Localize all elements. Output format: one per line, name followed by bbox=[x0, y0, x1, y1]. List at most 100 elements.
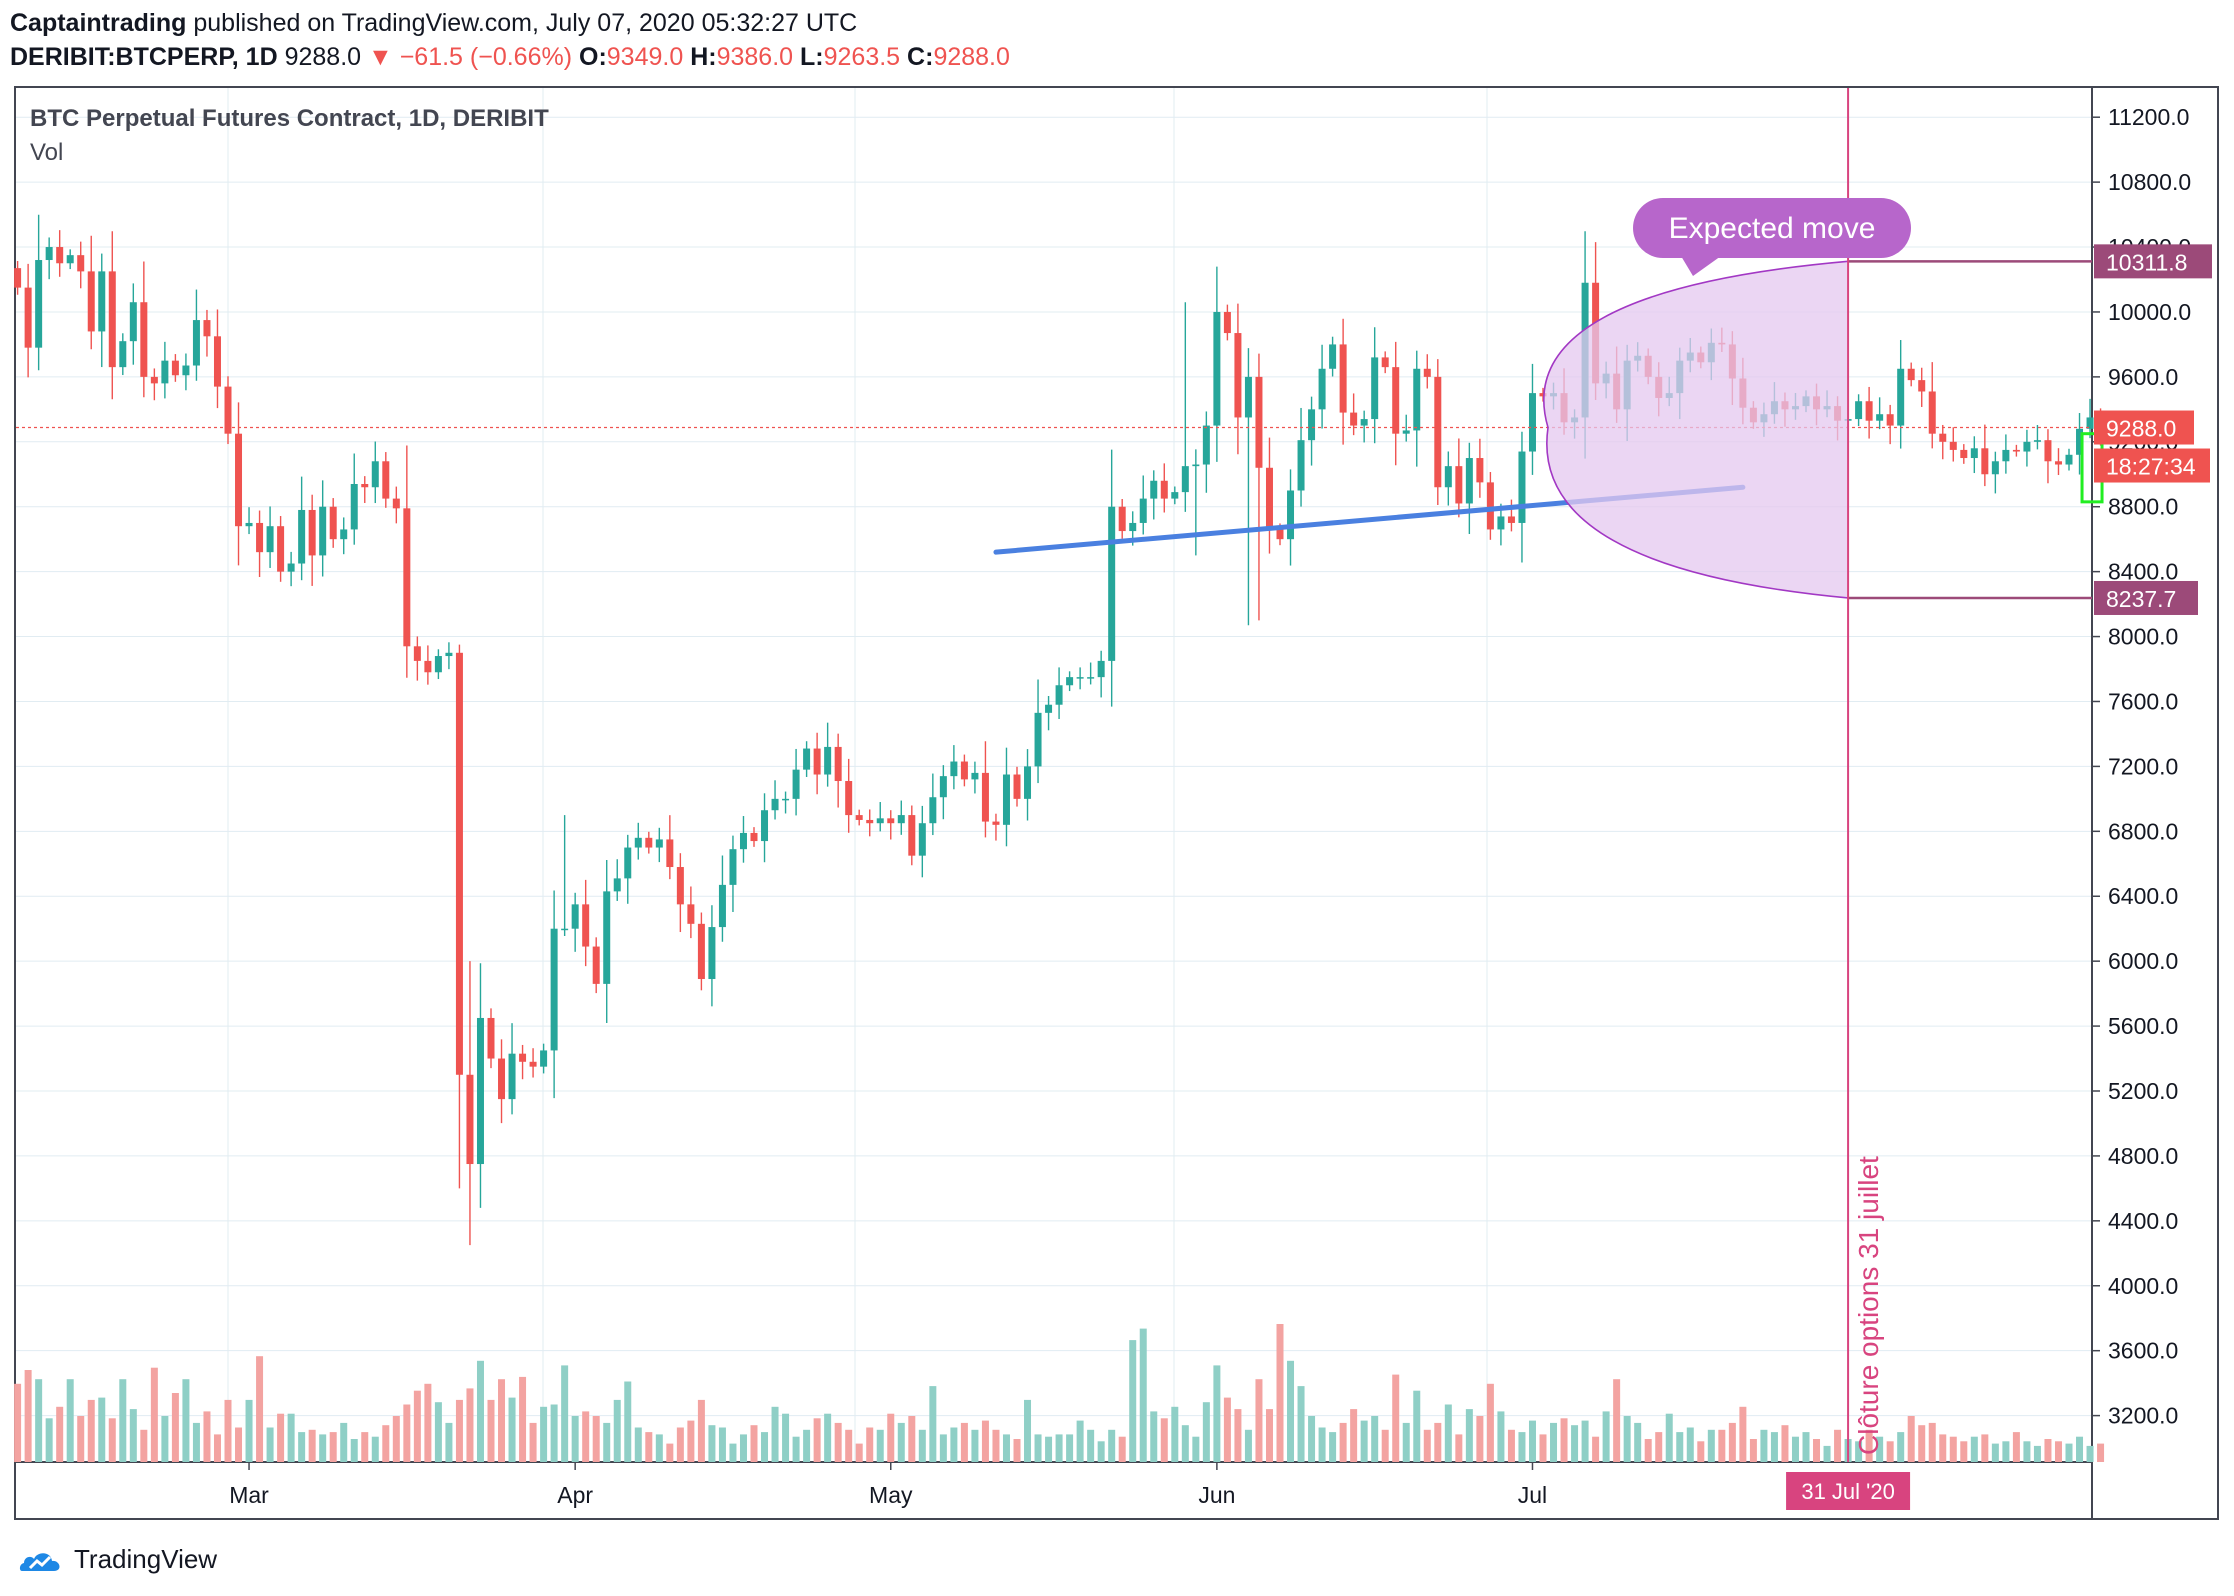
candle-body bbox=[834, 746, 842, 782]
volume-bar bbox=[729, 1443, 737, 1462]
volume-bar bbox=[1960, 1441, 1968, 1462]
target-date-bg bbox=[1786, 1472, 1911, 1510]
candle-body bbox=[277, 526, 285, 572]
close-value: 9288.0 bbox=[933, 43, 1010, 71]
candle-body bbox=[1371, 357, 1379, 420]
volume-bar bbox=[87, 1399, 95, 1462]
x-tick-label: Jun bbox=[1198, 1482, 1235, 1508]
candle-body bbox=[140, 302, 148, 377]
symbol: DERIBIT:BTCPERP, 1D bbox=[10, 43, 278, 71]
volume-bar bbox=[592, 1416, 600, 1462]
volume-bar bbox=[1034, 1434, 1042, 1462]
volume-bar bbox=[1528, 1420, 1536, 1462]
volume-bar bbox=[1108, 1429, 1116, 1462]
volume-bar bbox=[2012, 1432, 2020, 1462]
candle-body bbox=[182, 365, 190, 376]
volume-bar bbox=[1697, 1441, 1705, 1462]
y-tick-label: 5600.0 bbox=[2108, 1013, 2178, 1039]
candle-body bbox=[718, 884, 726, 928]
volume-bar bbox=[887, 1413, 895, 1462]
high-value: 9386.0 bbox=[716, 43, 794, 71]
volume-bar bbox=[645, 1432, 653, 1462]
symbol-line: DERIBIT:BTCPERP, 1D 9288.0 ▼ −61.5 (−0.6… bbox=[10, 40, 1010, 74]
candle-body bbox=[887, 818, 895, 824]
candle-body bbox=[2033, 440, 2041, 442]
volume-bar bbox=[361, 1432, 369, 1462]
candle-body bbox=[445, 652, 453, 657]
candle-body bbox=[1108, 506, 1116, 661]
volume-bar bbox=[1329, 1432, 1337, 1462]
volume-bar bbox=[1223, 1397, 1231, 1462]
volume-bar bbox=[634, 1427, 642, 1462]
volume-bar bbox=[1918, 1425, 1926, 1462]
candle-body bbox=[1402, 430, 1410, 434]
volume-bar bbox=[1592, 1436, 1600, 1462]
volume-bar bbox=[1507, 1429, 1515, 1462]
candle-body bbox=[1076, 677, 1084, 679]
volume-bar bbox=[1581, 1420, 1589, 1462]
legend-volume[interactable]: Vol bbox=[30, 139, 64, 166]
volume-bar bbox=[992, 1429, 1000, 1462]
volume-bar bbox=[1024, 1399, 1032, 1462]
x-tick-label: Apr bbox=[557, 1482, 593, 1508]
volume-bar bbox=[2065, 1443, 2073, 1462]
volume-bar bbox=[340, 1422, 348, 1462]
candle-body bbox=[1223, 311, 1231, 334]
volume-bar bbox=[171, 1393, 179, 1462]
volume-bar bbox=[897, 1422, 905, 1462]
candle-body bbox=[245, 522, 253, 527]
volume-bar bbox=[392, 1416, 400, 1462]
publisher-name[interactable]: Captaintrading bbox=[10, 9, 187, 37]
volume-bar bbox=[1665, 1413, 1673, 1462]
candle-body bbox=[1287, 490, 1295, 540]
volume-bar bbox=[2023, 1441, 2031, 1462]
candle-body bbox=[613, 878, 621, 892]
volume-bar bbox=[1571, 1425, 1579, 1462]
volume-bar bbox=[1823, 1445, 1831, 1462]
volume-bar bbox=[245, 1399, 253, 1462]
volume-bar bbox=[866, 1427, 874, 1462]
volume-bar bbox=[1287, 1360, 1295, 1462]
y-tick-label: 10000.0 bbox=[2108, 299, 2191, 325]
volume-bar bbox=[1855, 1441, 1863, 1462]
candle-body bbox=[1087, 677, 1095, 679]
volume-bar bbox=[1150, 1411, 1158, 1462]
volume-bar bbox=[1097, 1441, 1105, 1462]
y-tick-label: 9600.0 bbox=[2108, 364, 2178, 390]
candle-body bbox=[634, 837, 642, 848]
candle-body bbox=[1276, 529, 1284, 540]
volume-bar bbox=[708, 1425, 716, 1462]
candle-body bbox=[687, 904, 695, 924]
candle-body bbox=[771, 798, 779, 811]
lower-price-label-bg bbox=[2094, 580, 2198, 615]
candle-body bbox=[1097, 660, 1105, 678]
volume-bar bbox=[960, 1422, 968, 1462]
candle-body bbox=[455, 652, 463, 1075]
volume-bar bbox=[108, 1418, 116, 1462]
y-tick-label: 6000.0 bbox=[2108, 948, 2178, 974]
candle-body bbox=[950, 761, 958, 777]
volume-bar bbox=[1423, 1429, 1431, 1462]
expected-move-label: Expected move bbox=[1669, 212, 1876, 245]
legend-title[interactable]: BTC Perpetual Futures Contract, 1D, DERI… bbox=[30, 105, 549, 132]
candle-body bbox=[855, 815, 863, 820]
candle-body bbox=[582, 904, 590, 947]
candle-body bbox=[1160, 480, 1168, 499]
volume-bar bbox=[666, 1443, 674, 1462]
volume-bar bbox=[256, 1356, 264, 1462]
volume-bar bbox=[855, 1443, 863, 1462]
candle-body bbox=[2054, 461, 2062, 465]
candle-body bbox=[782, 798, 790, 801]
candle-body bbox=[824, 746, 832, 775]
candle-body bbox=[403, 508, 411, 647]
volume-bar bbox=[434, 1402, 442, 1462]
volume-bar bbox=[1465, 1409, 1473, 1462]
candle-body bbox=[371, 461, 379, 488]
volume-bar bbox=[203, 1411, 211, 1462]
footer-brand[interactable]: TradingView bbox=[74, 1544, 218, 1574]
volume-bar bbox=[1718, 1429, 1726, 1462]
candle-body bbox=[1455, 466, 1463, 504]
candle-body bbox=[1244, 376, 1252, 418]
volume-bar bbox=[213, 1434, 221, 1462]
